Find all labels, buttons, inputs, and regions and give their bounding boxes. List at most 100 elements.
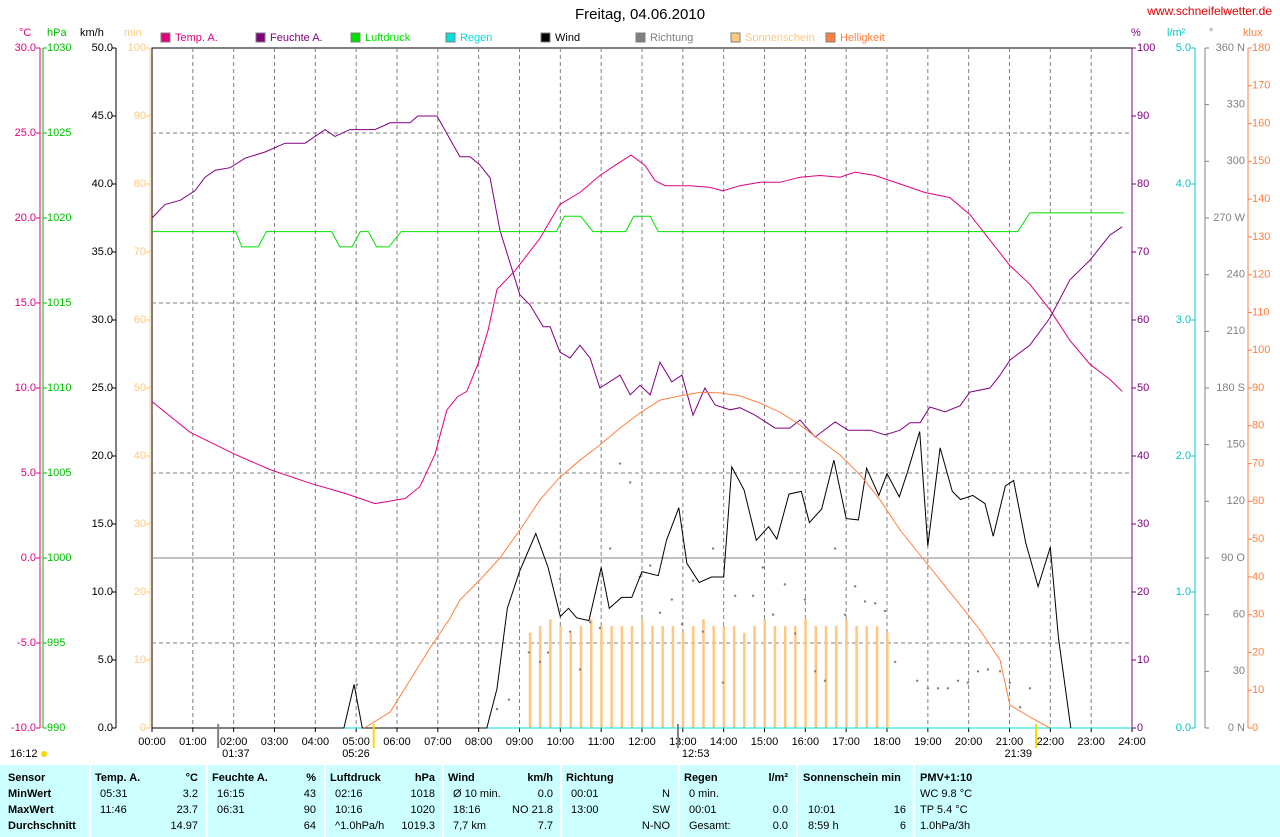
sun-bar [579, 626, 583, 728]
axis-unit: % [1131, 27, 1141, 39]
sun-bar [855, 626, 858, 728]
y-tick-label: 90 [1137, 110, 1149, 122]
time-icon [41, 751, 47, 757]
sun-bar [804, 619, 807, 728]
table-cell: 1018 [411, 788, 435, 800]
y-tick-label: -5.0 [17, 637, 36, 649]
y-tick-label: 30.0 [15, 42, 36, 54]
sun-bar [753, 626, 756, 728]
table-cell: SW [652, 804, 670, 816]
sun-bar [630, 626, 634, 728]
sun-bar [702, 619, 705, 728]
y-tick-label: 50.0 [92, 42, 113, 54]
y-tick-label: 100 [1137, 42, 1155, 54]
axis-unit: °C [19, 27, 31, 39]
legend-swatch [635, 32, 646, 43]
legend-swatch [445, 32, 456, 43]
x-tick-label: 20:00 [955, 736, 983, 748]
sun-bar [865, 626, 869, 728]
series-line [151, 115, 1123, 438]
direction-dot [873, 602, 877, 605]
x-tick-label: 03:00 [261, 736, 289, 748]
y-tick-label: 1025 [47, 127, 71, 139]
y-tick-label: 5.0 [98, 654, 113, 666]
column-header: Sonnenschein min [803, 772, 901, 784]
table-cell: 7.7 [538, 820, 553, 832]
table-cell: 14.97 [170, 820, 198, 832]
y-tick-label: 2.0 [1176, 450, 1191, 462]
legend-swatch [255, 32, 266, 43]
table-cell: 1019.3 [401, 820, 435, 832]
y-tick-label: 360 N [1216, 42, 1245, 54]
y-tick-label: 270 W [1213, 212, 1245, 224]
x-tick-label: 22:00 [1037, 736, 1065, 748]
table-cell: 90 [304, 804, 316, 816]
x-tick-label: 10:00 [547, 736, 575, 748]
x-tick-label: 12:00 [628, 736, 656, 748]
y-tick-label: 70 [1137, 246, 1149, 258]
x-tick-label: 05:00 [342, 736, 370, 748]
direction-dot [823, 679, 827, 682]
table-cell: 3.2 [183, 788, 198, 800]
table-cell: 0 min. [689, 788, 719, 800]
direction-dot [926, 687, 930, 690]
direction-dot [1028, 687, 1032, 690]
table-cell: N-NO [642, 820, 671, 832]
legend-label: Wind [555, 32, 580, 44]
sun-bar [610, 626, 613, 728]
series-line [152, 431, 1072, 729]
table-cell: 7,7 km [453, 820, 486, 832]
column-header: PMV+1:10 [920, 772, 972, 784]
marker-label: 05:26 [342, 748, 370, 760]
direction-dot [507, 698, 511, 701]
y-tick-label: 10 [134, 654, 146, 666]
table-cell: 16:15 [217, 788, 245, 800]
sun-bar [692, 626, 695, 728]
sun-bar [763, 619, 766, 728]
sun-bar [620, 626, 624, 728]
y-tick-label: 990 [47, 722, 65, 734]
y-tick-label: 180 S [1216, 382, 1245, 394]
table-cell: 11:46 [100, 804, 127, 816]
y-tick-label: 20 [134, 586, 146, 598]
direction-dot [833, 547, 837, 550]
y-tick-label: 150 [1252, 155, 1270, 167]
legend-swatch [350, 32, 361, 43]
y-tick-label: 210 [1227, 325, 1245, 337]
sun-bar [549, 619, 552, 728]
table-cell: 13:00 [571, 804, 599, 816]
y-tick-label: 15.0 [15, 297, 36, 309]
x-tick-label: 11:00 [588, 736, 615, 748]
direction-dot [648, 564, 652, 567]
axis-unit: km/h [80, 27, 104, 39]
y-tick-label: 0.0 [1176, 722, 1191, 734]
legend-label: Regen [460, 32, 492, 44]
direction-dot [711, 547, 715, 550]
y-tick-label: 1010 [47, 382, 71, 394]
legend-label: Feuchte A. [270, 32, 323, 44]
y-tick-label: 50 [134, 382, 146, 394]
direction-dot [546, 651, 550, 654]
direction-dot [598, 626, 602, 630]
direction-dot [721, 681, 725, 684]
y-tick-label: 180 [1252, 42, 1270, 54]
sun-bar [732, 626, 736, 728]
y-tick-label: 240 [1227, 269, 1245, 281]
table-cell: 0.0 [773, 804, 788, 816]
y-tick-label: 30.0 [92, 314, 113, 326]
y-tick-label: 30 [1252, 609, 1264, 621]
y-tick-label: 300 [1227, 155, 1245, 167]
y-tick-label: 330 [1227, 99, 1245, 111]
y-tick-label: 60 [1233, 609, 1245, 621]
x-tick-label: 04:00 [302, 736, 330, 748]
direction-dot [355, 683, 359, 686]
series-line [364, 391, 1051, 729]
y-tick-label: 1.0 [1176, 586, 1191, 598]
y-tick-label: 160 [1252, 117, 1270, 129]
y-tick-label: 30 [1233, 665, 1245, 677]
y-tick-label: 1015 [47, 297, 71, 309]
direction-dot [883, 609, 887, 613]
legend-swatch [160, 32, 171, 43]
y-tick-label: 70 [1252, 457, 1264, 469]
